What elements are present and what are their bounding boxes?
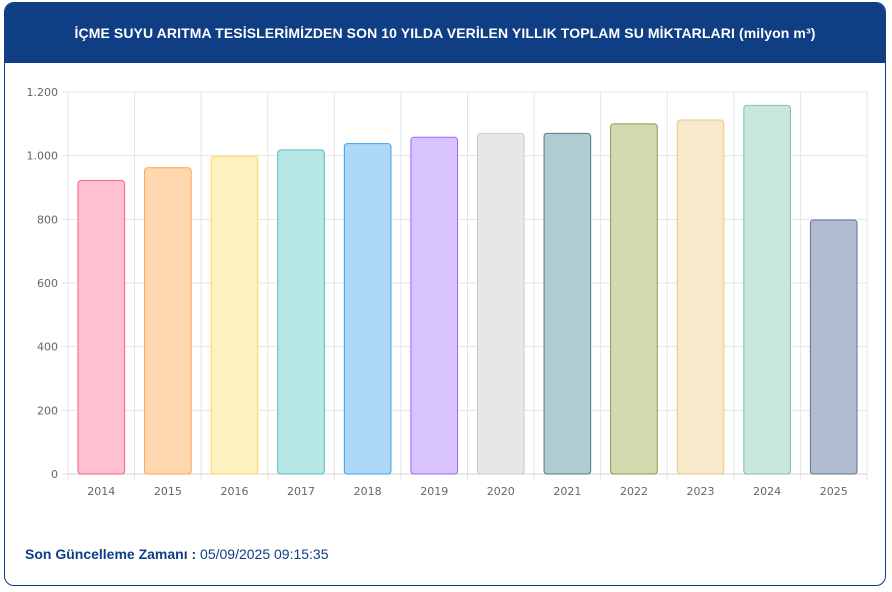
bar-2025 xyxy=(809,219,858,475)
chart-area: 0 200 400 600 800 1.000 1.200 2014 2015 2016 2017 2… xyxy=(5,63,885,503)
bar-2018 xyxy=(343,143,392,475)
y-tick-label: 400 xyxy=(37,341,58,354)
x-tick-label: 2021 xyxy=(553,485,581,498)
chart-header: İÇME SUYU ARITMA TESİSLERİMİZDEN SON 10 … xyxy=(5,3,885,63)
bar-chart: 0 200 400 600 800 1.000 1.200 2014 2015 2016 2017 2… xyxy=(27,86,868,498)
x-tick-label: 2019 xyxy=(420,485,448,498)
x-tick-label: 2015 xyxy=(154,485,182,498)
bar-2015 xyxy=(144,167,192,475)
last-update-label: Son Güncelleme Zamanı : xyxy=(25,546,197,562)
y-tick-label: 600 xyxy=(37,277,58,290)
bar-2023 xyxy=(676,119,725,475)
bar-2019 xyxy=(410,136,459,475)
x-tick-label: 2014 xyxy=(87,485,115,498)
x-tick-label: 2025 xyxy=(820,485,848,498)
y-tick-label: 1.200 xyxy=(27,86,59,99)
x-tick-label: 2020 xyxy=(487,485,515,498)
bar-2017 xyxy=(277,149,325,475)
chart-card: İÇME SUYU ARITMA TESİSLERİMİZDEN SON 10 … xyxy=(4,2,886,586)
x-tick-label: 2018 xyxy=(354,485,382,498)
bar-2024 xyxy=(743,104,791,475)
chart-title: İÇME SUYU ARITMA TESİSLERİMİZDEN SON 10 … xyxy=(74,25,816,41)
x-tick-label: 2022 xyxy=(620,485,648,498)
y-tick-label: 800 xyxy=(37,213,58,226)
last-update: Son Güncelleme Zamanı : 05/09/2025 09:15… xyxy=(25,546,329,562)
bar-2016 xyxy=(210,155,259,475)
x-tick-label: 2023 xyxy=(687,485,715,498)
x-tick-label: 2016 xyxy=(220,485,248,498)
bar-2014 xyxy=(77,179,126,475)
x-tick-label: 2017 xyxy=(287,485,315,498)
bar-2020 xyxy=(476,132,525,475)
y-tick-label: 200 xyxy=(37,404,58,417)
last-update-value: 05/09/2025 09:15:35 xyxy=(200,546,329,562)
x-tick-label: 2024 xyxy=(753,485,781,498)
bar-2022 xyxy=(610,123,658,475)
y-tick-label: 1.000 xyxy=(27,150,59,163)
y-tick-label: 0 xyxy=(51,468,58,481)
bar-2021 xyxy=(543,132,592,475)
